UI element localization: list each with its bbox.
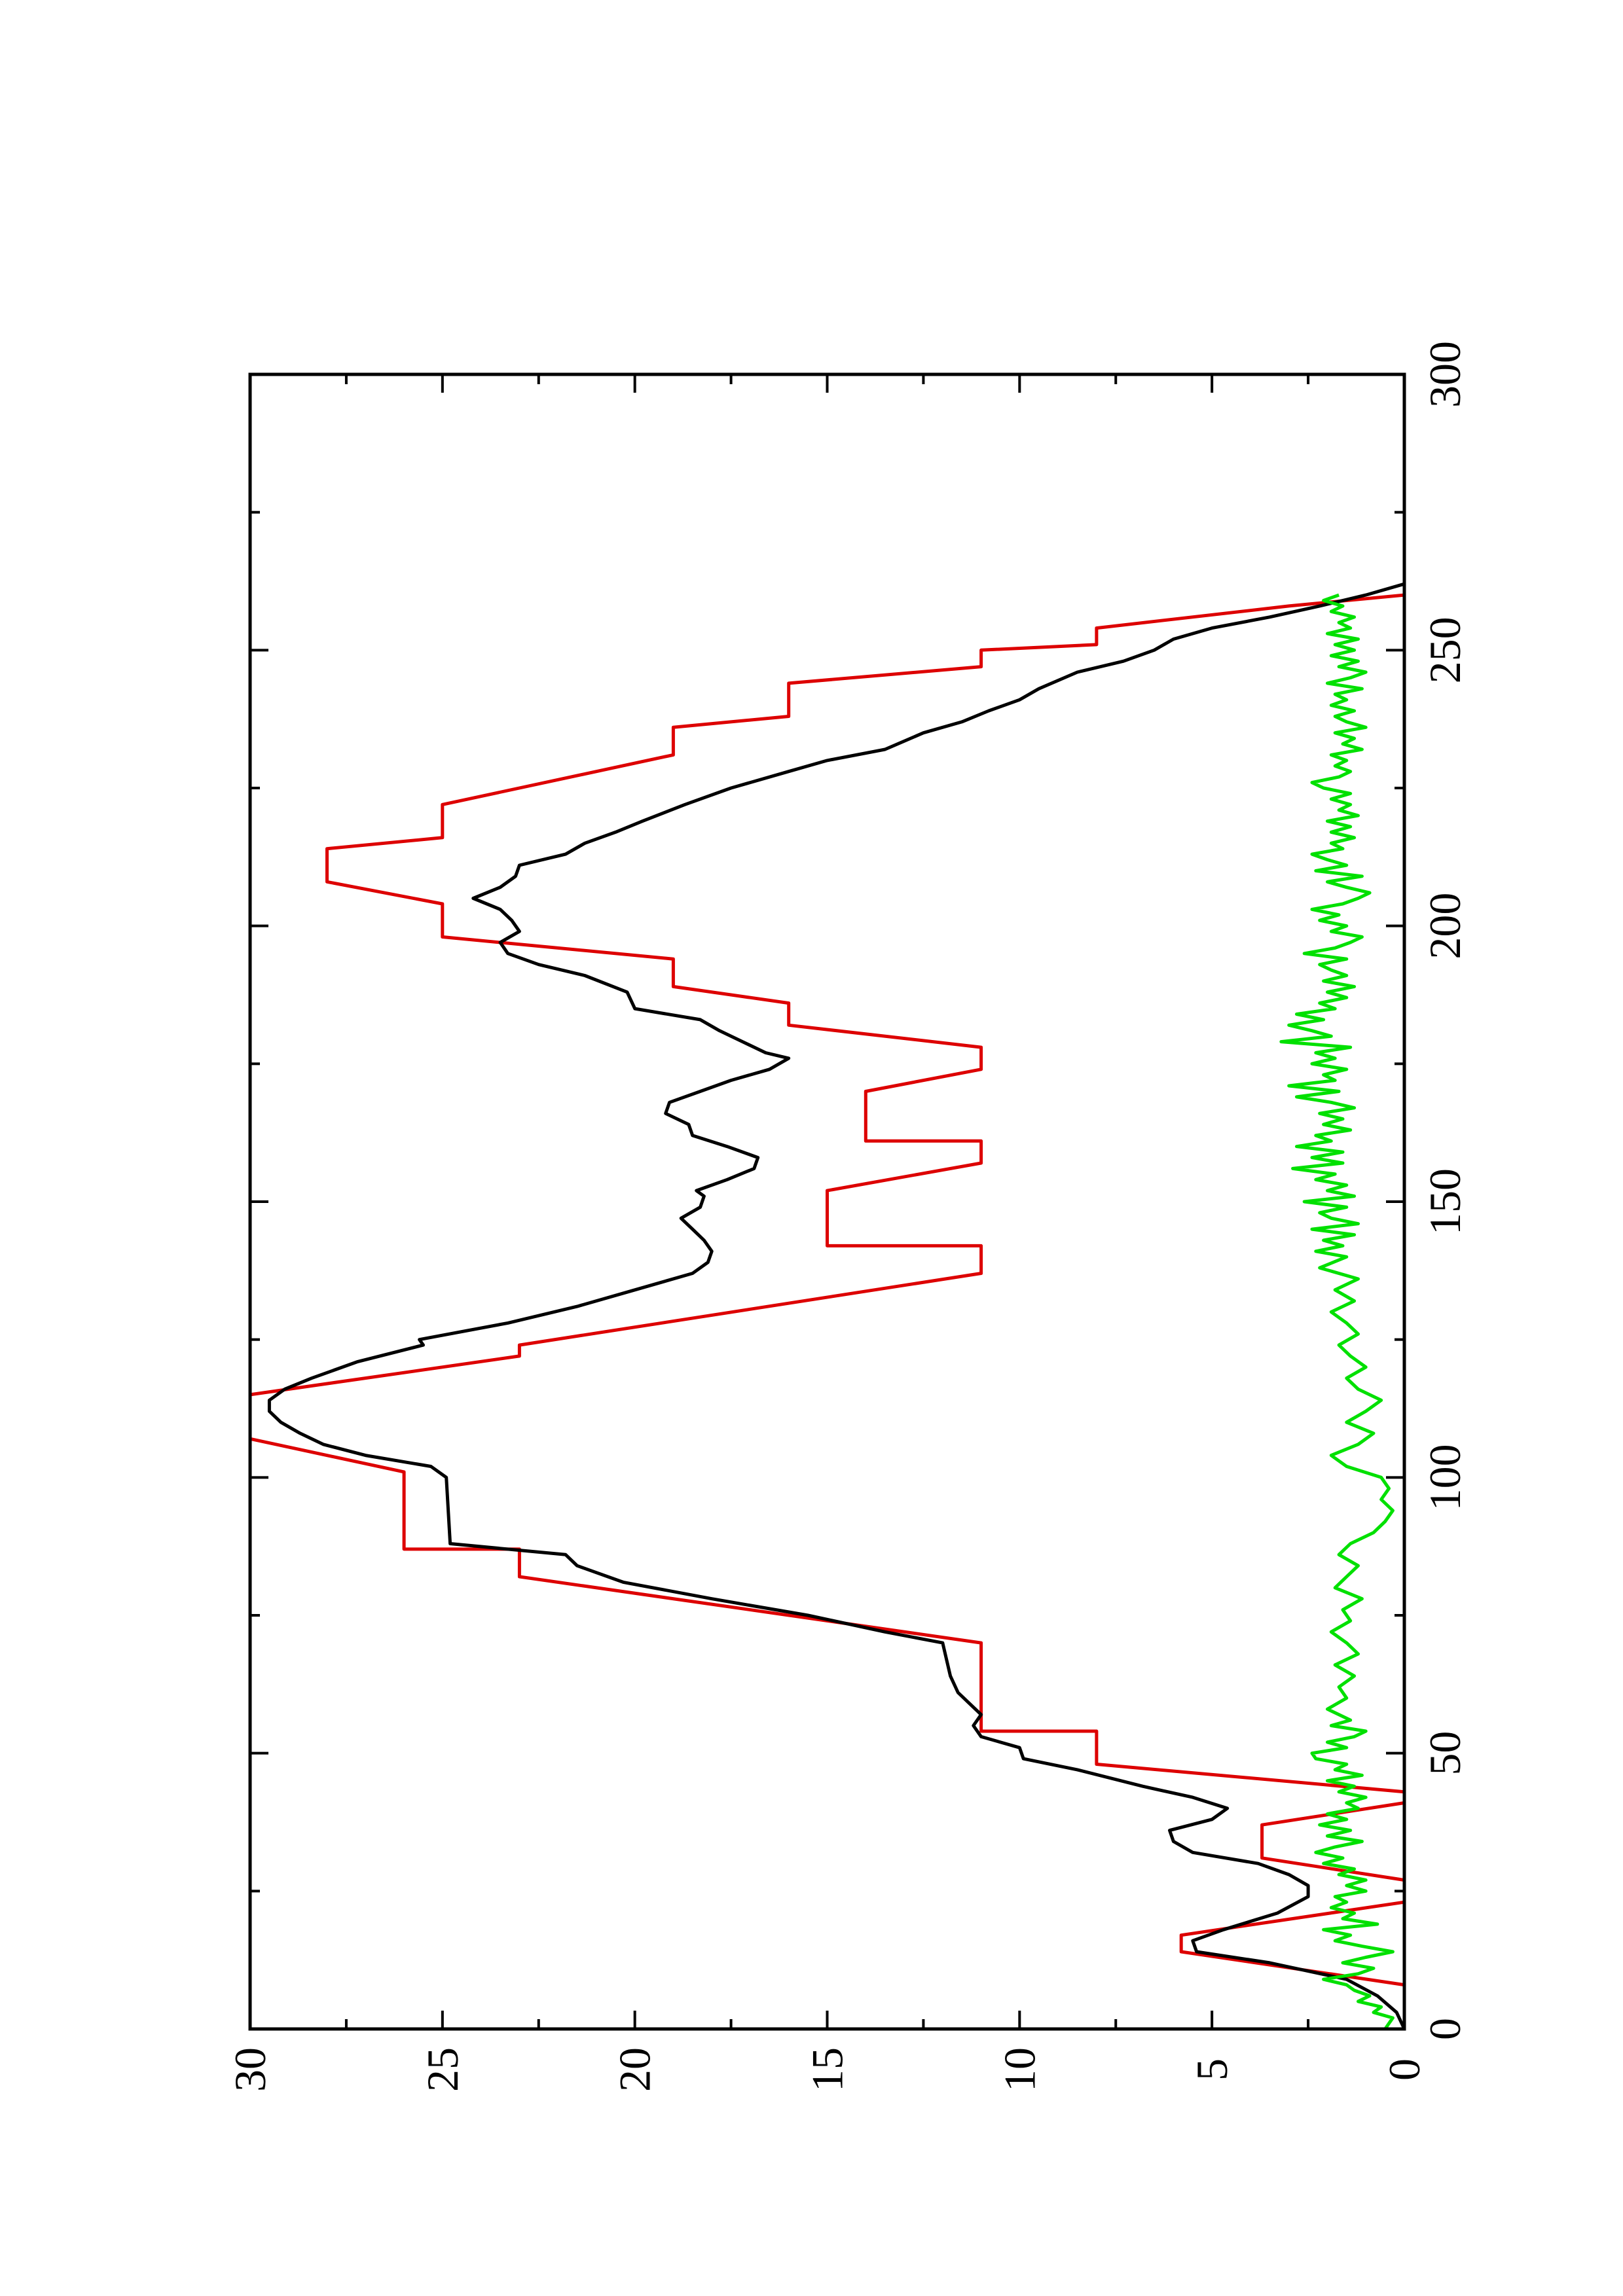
plot-frame (248, 372, 1406, 2031)
y-tick-label: 10 (994, 2047, 1044, 2092)
x-tick-label: 200 (1420, 893, 1470, 960)
x-tick-label: 150 (1420, 1168, 1470, 1235)
y-tick-label: 5 (1187, 2058, 1237, 2081)
y-tick-label: 0 (1379, 2058, 1429, 2081)
x-tick-label: 250 (1420, 617, 1470, 683)
x-tick-label: 300 (1420, 341, 1470, 408)
y-tick-label: 30 (225, 2047, 275, 2092)
x-tick-label: 0 (1420, 2018, 1470, 2040)
x-tick-label: 50 (1420, 1731, 1470, 1776)
x-tick-label: 100 (1420, 1444, 1470, 1511)
y-tick-label: 15 (803, 2047, 852, 2092)
tick-labels: 0 50 100 150 200 250 300 0 5 10 15 20 25 30 (225, 341, 1470, 2092)
green-series-line (1279, 593, 1395, 2030)
y-tick-label: 25 (418, 2047, 467, 2092)
y-tick-label: 20 (610, 2047, 660, 2092)
black-series-line (267, 582, 1406, 2030)
